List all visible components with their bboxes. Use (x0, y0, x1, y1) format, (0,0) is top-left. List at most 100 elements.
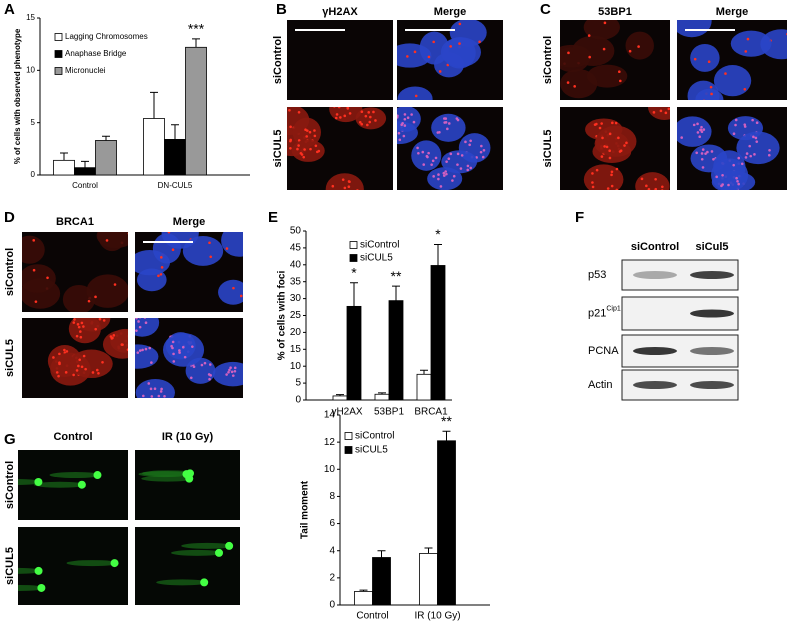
focus (79, 335, 83, 339)
focus (157, 274, 160, 278)
focus (427, 151, 430, 155)
focus (80, 321, 84, 325)
focus (709, 85, 713, 89)
nucleus (560, 69, 598, 99)
focus (661, 189, 664, 190)
legend-swatch (344, 432, 353, 440)
blot-row-label: p53 (588, 269, 606, 281)
nucleus (22, 264, 56, 293)
focus (150, 361, 153, 364)
focus (276, 115, 279, 118)
focus (348, 112, 352, 115)
bar (430, 265, 446, 401)
focus (480, 144, 483, 148)
focus (640, 177, 644, 181)
focus (721, 173, 724, 177)
focus (591, 172, 594, 175)
focus (444, 170, 447, 173)
focus (753, 153, 756, 156)
focus (191, 345, 194, 348)
focus (192, 365, 196, 369)
focus (79, 330, 82, 333)
focus (346, 107, 350, 110)
bar (437, 440, 456, 606)
significance-mark: ** (441, 413, 452, 429)
focus (144, 321, 148, 325)
focus (135, 318, 138, 320)
focus (233, 369, 237, 373)
focus (748, 144, 752, 148)
image-background (287, 20, 393, 100)
image-background (135, 527, 240, 605)
focus (628, 49, 632, 53)
focus (138, 318, 142, 319)
protein-name: p53 (588, 269, 606, 281)
focus (282, 118, 285, 121)
column-label: Control (53, 431, 92, 443)
focus (449, 45, 452, 48)
focus (614, 121, 618, 125)
focus (76, 323, 80, 326)
focus (602, 47, 606, 51)
focus (129, 352, 132, 355)
focus (78, 358, 81, 362)
x-tick-label: Control (356, 611, 388, 622)
focus (32, 268, 36, 272)
error-bar (392, 285, 400, 301)
focus (102, 319, 106, 322)
focus (171, 346, 174, 350)
focus (591, 185, 595, 189)
image-content (156, 541, 234, 587)
focus (449, 152, 453, 156)
focus (63, 348, 66, 352)
image-content (47, 318, 132, 386)
focus (406, 55, 409, 58)
focus (735, 176, 738, 180)
focus (360, 110, 364, 113)
significance-mark: *** (188, 21, 205, 37)
focus (675, 99, 678, 102)
focus (656, 192, 659, 195)
focus (354, 193, 357, 196)
focus (619, 79, 622, 83)
focus (588, 55, 591, 59)
focus (111, 336, 114, 340)
focus (608, 156, 612, 160)
row-label: siCUL5 (4, 339, 16, 377)
y-axis-label: Tail moment (300, 480, 311, 539)
comet-head (34, 566, 43, 575)
bar (372, 557, 391, 606)
focus (402, 134, 406, 138)
focus (103, 222, 106, 225)
focus (414, 94, 418, 98)
protein-name: PCNA (588, 345, 619, 357)
image-content (18, 559, 119, 592)
focus (401, 121, 404, 125)
focus (700, 125, 703, 129)
focus (767, 153, 771, 157)
row-label: siControl (4, 248, 16, 296)
focus (126, 348, 128, 351)
legend-label: Lagging Chromosomes (65, 32, 148, 41)
column-label: γH2AX (322, 6, 358, 18)
nucleus (635, 172, 670, 190)
focus (721, 183, 724, 186)
y-tick-label: 8 (329, 491, 335, 502)
focus (207, 373, 211, 376)
focus (744, 50, 748, 53)
micrograph (22, 318, 132, 398)
nucleus (690, 43, 720, 72)
nucleus (625, 31, 654, 60)
y-tick-label: 5 (31, 118, 36, 127)
focus (786, 32, 787, 36)
focus (615, 188, 619, 190)
focus (442, 171, 446, 175)
row-label: siControl (272, 36, 284, 84)
focus (434, 156, 438, 160)
blot-band (633, 271, 677, 279)
panel-letter: C (540, 1, 551, 18)
protein-name: Actin (588, 379, 612, 391)
focus (696, 122, 699, 126)
nucleus (571, 35, 615, 67)
focus (610, 170, 614, 174)
